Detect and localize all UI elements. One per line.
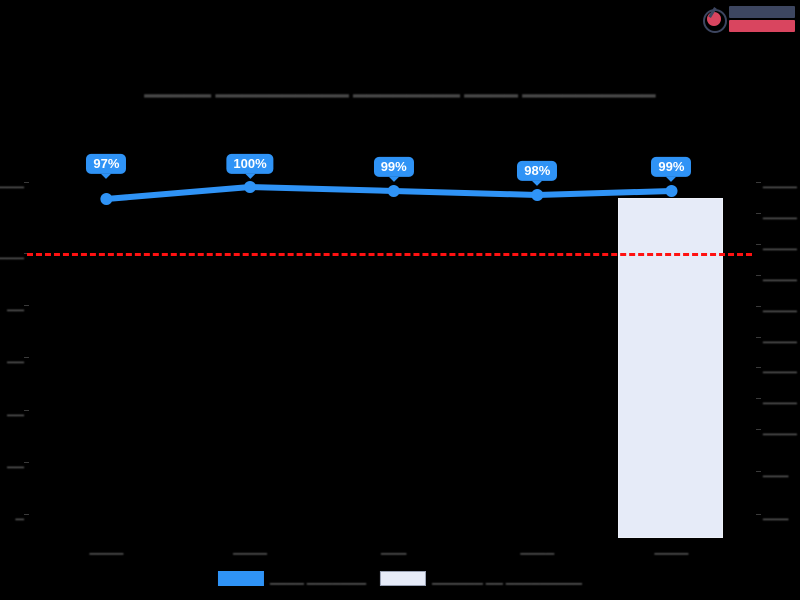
line-series-marker[interactable] — [387, 185, 400, 197]
line-series-marker[interactable] — [531, 189, 544, 201]
y-axis-left-tick-label: ▁▁ — [7, 351, 24, 364]
y-axis-right-tick-label: ▁▁▁ — [763, 465, 789, 478]
x-axis-tick-label: ▁▁▁▁ — [233, 543, 267, 555]
y-axis-right-tick — [756, 429, 761, 431]
chart-legend: ▁▁▁▁ ▁▁▁▁▁▁▁ ▁▁▁▁▁▁ ▁▁ ▁▁▁▁▁▁▁▁▁ — [212, 567, 588, 590]
y-axis-left-tick — [24, 514, 29, 516]
line-series-marker[interactable] — [665, 185, 678, 197]
chart-title: ▁▁▁▁▁ ▁▁▁▁▁▁▁▁▁▁ ▁▁▁▁▁▁▁▁ ▁▁▁▁ ▁▁▁▁▁▁▁▁▁… — [144, 78, 656, 97]
y-axis-left: ▁▁▁ ▁▁▁ ▁▁ ▁▁ ▁▁ ▁▁ ▁ — [0, 120, 29, 538]
y-axis-right-tick — [756, 471, 761, 473]
y-axis-left-tick-label: ▁ — [15, 508, 24, 521]
y-axis-left-tick — [24, 461, 29, 463]
y-axis-left-tick — [24, 409, 29, 411]
data-label: 98% — [517, 160, 558, 187]
data-label: 99% — [651, 156, 692, 183]
y-axis-left-tick-label: ▁▁ — [7, 404, 24, 417]
data-label: 97% — [86, 153, 127, 180]
x-axis-tick-label: ▁▁▁▁ — [520, 543, 555, 555]
y-axis-right-tick-label: ▁▁▁▁ — [763, 238, 797, 251]
y-axis-left-tick — [24, 357, 29, 359]
data-label: 99% — [373, 156, 414, 183]
y-axis-left-tick — [24, 252, 29, 254]
x-axis-tick-label: ▁▁▁▁ — [89, 543, 124, 555]
brand-logo-icon — [700, 6, 727, 33]
line-series-marker[interactable] — [244, 181, 256, 193]
data-label: 100% — [226, 153, 274, 180]
y-axis-right-tick-label: ▁▁▁▁ — [763, 269, 797, 282]
legend-label: ▁▁▁▁▁▁ ▁▁ ▁▁▁▁▁▁▁▁▁ — [432, 573, 583, 585]
y-axis-right-tick-label: ▁▁▁▁ — [763, 207, 797, 220]
y-axis-left-tick-label: ▁▁▁ — [0, 176, 24, 189]
brand-logo: ▁▁▁▁▁▁▁ ▁▁▁▁▁▁ — [700, 4, 796, 34]
y-axis-right-tick — [756, 367, 761, 369]
y-axis-right-tick-label: ▁▁▁▁ — [763, 361, 797, 374]
legend-item[interactable]: ▁▁▁▁▁▁ ▁▁ ▁▁▁▁▁▁▁▁▁ — [380, 571, 582, 586]
x-axis-tick-label: ▁▁▁▁ — [654, 543, 689, 555]
y-axis-right-tick — [756, 514, 761, 516]
y-axis-left-tick-label: ▁▁▁ — [0, 247, 24, 260]
y-axis-right-tick — [756, 212, 761, 214]
x-axis-tick-label: ▁▁▁ — [381, 543, 407, 555]
y-axis-left-tick — [24, 305, 29, 307]
y-axis-right-tick-label: ▁▁▁ — [763, 508, 789, 521]
y-axis-left-tick-label: ▁▁ — [7, 299, 24, 312]
legend-swatch-bar — [380, 571, 427, 586]
line-series — [100, 181, 678, 205]
legend-label: ▁▁▁▁ ▁▁▁▁▁▁▁ — [269, 573, 367, 585]
target-reference-line — [27, 253, 752, 256]
y-axis-right-tick-label: ▁▁▁▁ — [763, 331, 797, 344]
y-axis-right-tick — [756, 243, 761, 245]
y-axis-right-tick-label: ▁▁▁▁ — [763, 423, 797, 436]
y-axis-left-tick-label: ▁▁ — [7, 456, 24, 469]
legend-swatch-line — [217, 571, 264, 586]
y-axis-right: ▁▁▁▁ ▁▁▁▁ ▁▁▁▁ ▁▁▁▁ ▁▁▁▁ ▁▁▁▁ ▁▁▁▁ ▁▁▁▁ ▁▁▁▁ ▁▁▁ ▁… — [756, 120, 800, 538]
plot-area: 97% 100% 99% 98% 99% — [27, 120, 752, 538]
legend-item[interactable]: ▁▁▁▁ ▁▁▁▁▁▁▁ — [217, 571, 367, 586]
y-axis-right-tick-label: ▁▁▁▁ — [763, 392, 797, 405]
y-axis-right-tick — [756, 336, 761, 338]
brand-logo-text: ▁▁▁▁▁▁▁ ▁▁▁▁▁▁ — [729, 6, 796, 32]
y-axis-right-tick — [756, 181, 761, 183]
line-series-marker[interactable] — [100, 193, 113, 205]
y-axis-left-tick — [24, 181, 29, 183]
y-axis-right-tick — [756, 274, 761, 276]
y-axis-right-tick — [756, 305, 761, 307]
brand-logo-line2: ▁▁▁▁▁▁ — [729, 20, 796, 32]
x-axis: ▁▁▁▁ ▁▁▁▁ ▁▁▁ ▁▁▁▁ ▁▁▁▁ — [27, 540, 752, 558]
y-axis-right-tick-label: ▁▁▁▁ — [763, 300, 797, 313]
y-axis-right-tick-label: ▁▁▁▁ — [763, 176, 797, 189]
y-axis-right-tick — [756, 398, 761, 400]
brand-logo-line1: ▁▁▁▁▁▁▁ — [729, 6, 796, 18]
